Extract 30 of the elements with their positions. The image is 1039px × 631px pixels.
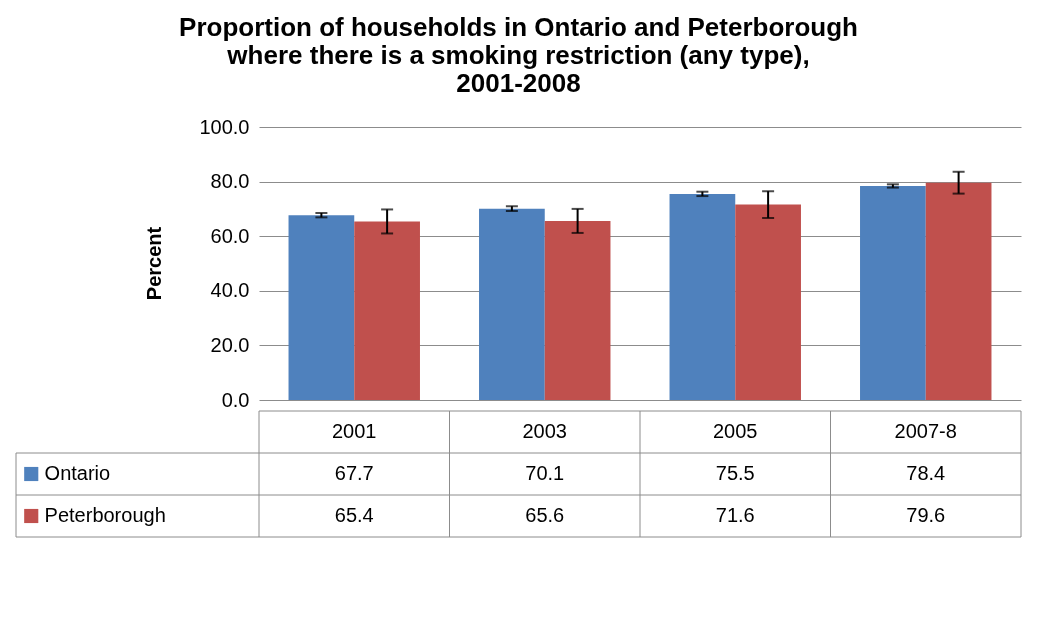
data-label: 75.5	[715, 462, 755, 484]
y-axis-title: Percent	[142, 226, 165, 301]
data-label: 65.6	[525, 504, 565, 526]
data-label: 67.7	[334, 462, 374, 484]
y-tick-label: 40.0	[210, 279, 250, 302]
x-tick-label: 2005	[713, 420, 758, 442]
y-tick-label: 80.0	[210, 170, 250, 193]
legend-label: Peterborough	[44, 504, 166, 526]
bar	[544, 220, 611, 400]
data-label: 65.4	[334, 504, 374, 526]
bar	[479, 208, 545, 400]
bar	[860, 185, 926, 400]
data-label: 78.4	[906, 462, 946, 484]
y-tick-label: 60.0	[210, 224, 250, 247]
data-label: 71.6	[715, 504, 755, 526]
chart-title: Proportion of households in Ontario and Peterborough where there is a smoking restriction (any type), 2001-2008	[179, 12, 858, 98]
y-tick-label: 20.0	[210, 333, 250, 356]
bar	[735, 204, 801, 400]
data-label: 79.6	[906, 504, 946, 526]
x-tick-label: 2003	[522, 420, 567, 442]
x-tick-label: 2001	[332, 420, 377, 442]
bar	[925, 182, 992, 400]
data-label: 70.1	[525, 462, 565, 484]
bar	[669, 193, 736, 400]
x-tick-label: 2007-8	[894, 420, 957, 442]
legend-label: Ontario	[44, 462, 111, 484]
bar	[354, 221, 420, 400]
y-tick-label: 100.0	[199, 115, 250, 138]
bar	[288, 215, 355, 400]
y-tick-label: 0.0	[221, 388, 250, 411]
